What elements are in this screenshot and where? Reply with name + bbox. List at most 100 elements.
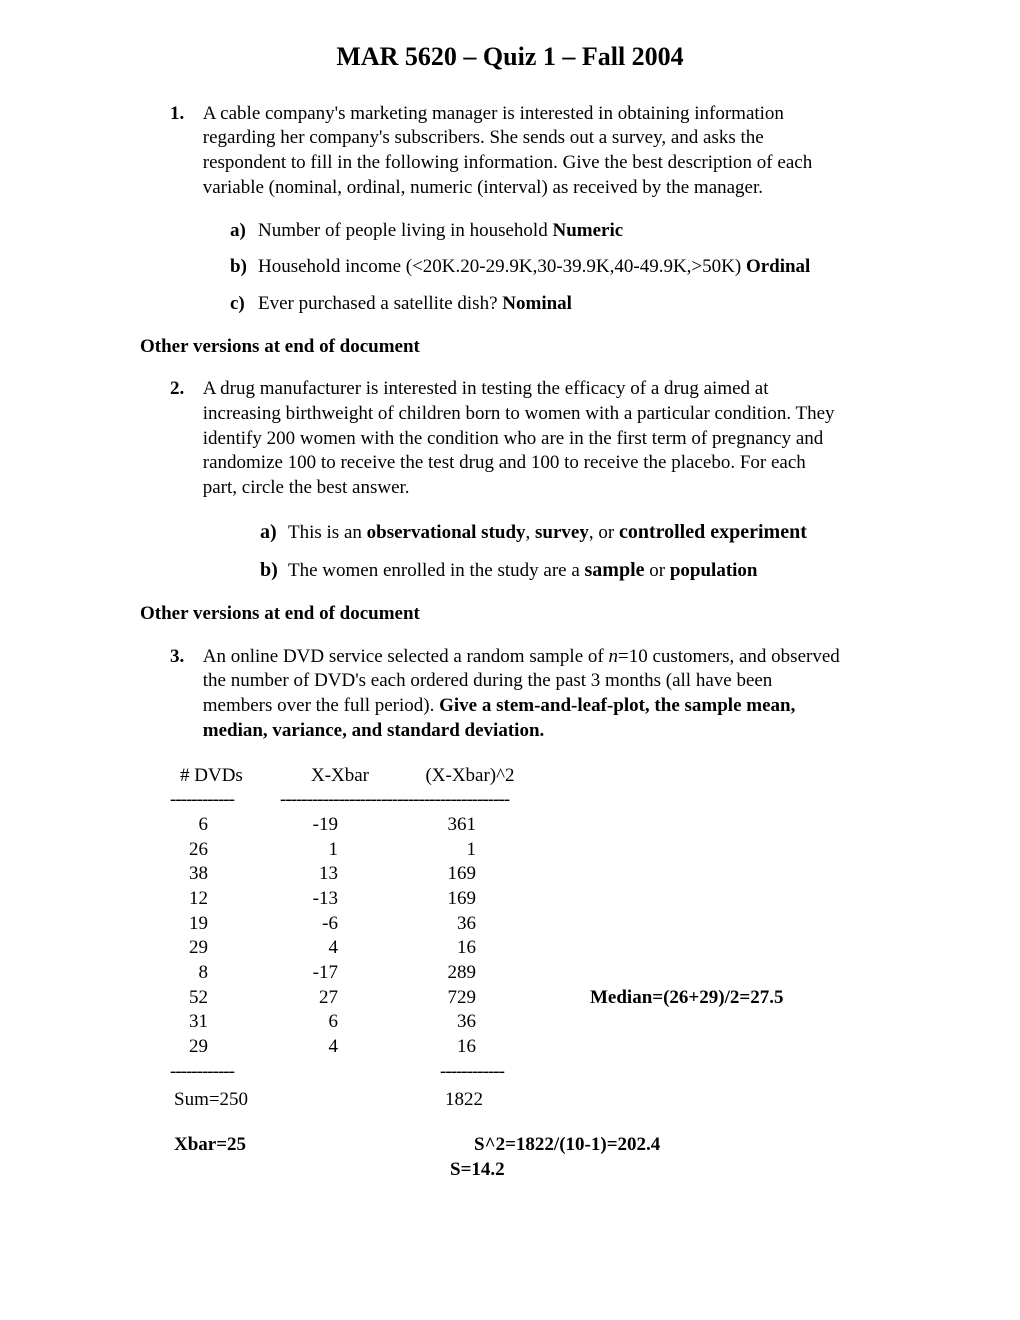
header-xxbar2: (X-Xbar)^2 [400, 764, 540, 789]
q1-b-body: Household income (<20K.20-29.9K,30-39.9K… [258, 256, 746, 277]
cell: -19 [270, 813, 390, 838]
dash1: ------------ [170, 788, 270, 813]
dash-bot2: ------------ [440, 1060, 504, 1085]
question-1: 1. A cable company's marketing manager i… [170, 102, 920, 201]
cell: 52 [170, 986, 270, 1011]
other-versions-1: Other versions at end of document [140, 335, 920, 360]
xbar-result: Xbar=25 [170, 1133, 394, 1158]
q1-c: c) Ever purchased a satellite dish? Nomi… [230, 292, 920, 317]
q2-a-text: This is an observational study, survey, … [288, 519, 920, 546]
table-header: # DVDs X-Xbar (X-Xbar)^2 [170, 764, 920, 789]
table-row: 5227729Median=(26+29)/2=27.5 [170, 986, 920, 1011]
q1-b-answer: Ordinal [746, 256, 810, 277]
header-dvds: # DVDs [170, 764, 280, 789]
table-row: 19-636 [170, 912, 920, 937]
q1-c-label: c) [230, 292, 258, 317]
q1-c-text: Ever purchased a satellite dish? Nominal [258, 292, 920, 317]
dash2: ----------------------------------------… [280, 788, 509, 813]
page-title: MAR 5620 – Quiz 1 – Fall 2004 [100, 40, 920, 74]
data-table: # DVDs X-Xbar (X-Xbar)^2 ------------ --… [170, 764, 920, 1183]
cell: 36 [390, 912, 530, 937]
q2-b-sep: or [645, 560, 670, 581]
dash-bottom: ------------ ------------ [170, 1060, 920, 1085]
median-result: Median=(26+29)/2=27.5 [530, 986, 850, 1011]
q2-b: b) The women enrolled in the study are a… [260, 557, 920, 584]
cell: 1 [390, 838, 530, 863]
results-row: Xbar=25 S^2=1822/(10-1)=202.4 [170, 1133, 920, 1158]
q2-a-sep1: , [526, 522, 536, 543]
q1-a-text: Number of people living in household Num… [258, 219, 920, 244]
cell: 27 [270, 986, 390, 1011]
q2-b-opt1: sample [585, 559, 645, 581]
cell: 169 [390, 862, 530, 887]
cell: 12 [170, 887, 270, 912]
cell: -6 [270, 912, 390, 937]
q3-number: 3. [170, 645, 198, 670]
q2-a-opt1: observational study [367, 522, 526, 543]
cell: 6 [170, 813, 270, 838]
cell: -13 [270, 887, 390, 912]
cell: 26 [170, 838, 270, 863]
question-3: 3. An online DVD service selected a rand… [170, 645, 920, 744]
question-2: 2. A drug manufacturer is interested in … [170, 377, 920, 500]
q1-b-text: Household income (<20K.20-29.9K,30-39.9K… [258, 255, 920, 280]
cell: 16 [390, 936, 530, 961]
table-row: 12-13169 [170, 887, 920, 912]
cell: -17 [270, 961, 390, 986]
q2-number: 2. [170, 377, 198, 402]
cell: 729 [390, 986, 530, 1011]
q1-b-label: b) [230, 255, 258, 280]
table-row: 29416 [170, 1035, 920, 1060]
q2-b-opt2: population [670, 560, 758, 581]
cell: 8 [170, 961, 270, 986]
q2-text: A drug manufacturer is interested in tes… [203, 377, 843, 500]
q2-a: a) This is an observational study, surve… [260, 519, 920, 546]
sum-row: Sum=250 1822 [170, 1088, 920, 1113]
cell: 6 [270, 1010, 390, 1035]
dash-bot1: ------------ [170, 1060, 270, 1085]
header-xxbar: X-Xbar [280, 764, 400, 789]
cell: 16 [390, 1035, 530, 1060]
table-row: 31636 [170, 1010, 920, 1035]
q2-a-pre: This is an [288, 522, 367, 543]
q1-c-answer: Nominal [502, 293, 572, 314]
q2-a-sep2: , or [589, 522, 619, 543]
q1-a-label: a) [230, 219, 258, 244]
cell: 31 [170, 1010, 270, 1035]
cell: 38 [170, 862, 270, 887]
cell: 19 [170, 912, 270, 937]
q3-text: An online DVD service selected a random … [203, 645, 843, 744]
cell: 13 [270, 862, 390, 887]
q1-a-answer: Numeric [552, 220, 623, 241]
cell: 361 [390, 813, 530, 838]
q1-text: A cable company's marketing manager is i… [203, 102, 843, 201]
q1-a-body: Number of people living in household [258, 220, 552, 241]
q3-nvar: n [608, 646, 618, 667]
q1-c-body: Ever purchased a satellite dish? [258, 293, 502, 314]
q1-number: 1. [170, 102, 198, 127]
q3-pre: An online DVD service selected a random … [203, 646, 609, 667]
cell: 36 [390, 1010, 530, 1035]
cell: 29 [170, 936, 270, 961]
sd-result: S=14.2 [170, 1158, 920, 1183]
table-row: 29416 [170, 936, 920, 961]
q1-a: a) Number of people living in household … [230, 219, 920, 244]
cell: 289 [390, 961, 530, 986]
table-row: 2611 [170, 838, 920, 863]
variance-result: S^2=1822/(10-1)=202.4 [394, 1133, 920, 1158]
q2-b-label: b) [260, 557, 288, 584]
sum-sq: 1822 [394, 1088, 534, 1113]
other-versions-2: Other versions at end of document [140, 602, 920, 627]
cell: 1 [270, 838, 390, 863]
q2-b-pre: The women enrolled in the study are a [288, 560, 585, 581]
cell: 4 [270, 1035, 390, 1060]
q1-b: b) Household income (<20K.20-29.9K,30-39… [230, 255, 920, 280]
table-row: 8-17289 [170, 961, 920, 986]
q2-a-label: a) [260, 519, 288, 546]
dash-top: ------------ ---------------------------… [170, 788, 920, 813]
cell: 169 [390, 887, 530, 912]
q2-a-opt2: survey [535, 522, 589, 543]
cell: 29 [170, 1035, 270, 1060]
q2-b-text: The women enrolled in the study are a sa… [288, 557, 920, 584]
sum-label: Sum=250 [170, 1088, 274, 1113]
